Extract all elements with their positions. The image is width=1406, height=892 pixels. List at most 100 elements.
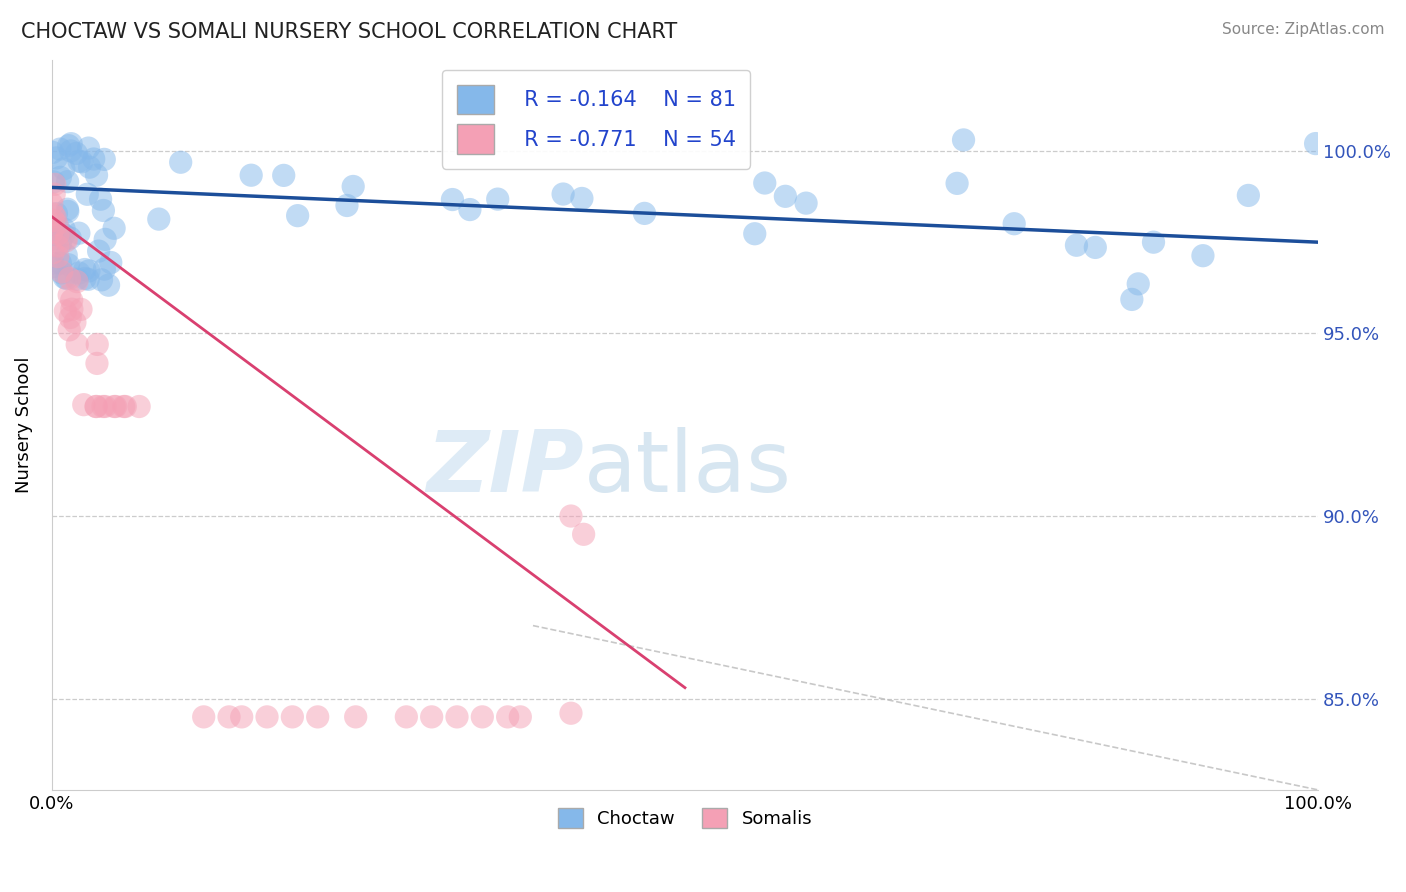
Point <box>51 265 73 279</box>
Point <box>486 192 509 206</box>
Point <box>1066 238 1088 252</box>
Point <box>83 152 105 166</box>
Point <box>46 239 69 253</box>
Point <box>344 710 367 724</box>
Point <box>1142 235 1164 250</box>
Point <box>446 710 468 724</box>
Point <box>65 146 87 161</box>
Point <box>44 210 66 224</box>
Point <box>1002 217 1025 231</box>
Point <box>509 710 531 724</box>
Point <box>45 151 67 165</box>
Point <box>56 175 79 189</box>
Point <box>41 256 63 270</box>
Point <box>1192 249 1215 263</box>
Text: atlas: atlas <box>583 427 792 510</box>
Point <box>46 250 69 264</box>
Point <box>1128 277 1150 291</box>
Point <box>287 209 309 223</box>
Point <box>53 222 76 236</box>
Point <box>66 337 89 351</box>
Point <box>66 272 89 286</box>
Point <box>59 231 82 245</box>
Point <box>67 226 90 240</box>
Point <box>42 207 65 221</box>
Point <box>633 206 655 220</box>
Point <box>70 302 93 317</box>
Point <box>336 198 359 212</box>
Text: CHOCTAW VS SOMALI NURSERY SCHOOL CORRELATION CHART: CHOCTAW VS SOMALI NURSERY SCHOOL CORRELA… <box>21 22 678 42</box>
Point <box>91 400 114 414</box>
Point <box>1305 136 1327 151</box>
Point <box>60 136 83 151</box>
Point <box>90 192 112 206</box>
Point <box>307 710 329 724</box>
Point <box>571 191 593 205</box>
Point <box>56 204 79 219</box>
Point <box>86 356 108 370</box>
Point <box>67 266 90 280</box>
Point <box>420 710 443 724</box>
Point <box>53 270 76 285</box>
Point <box>193 710 215 724</box>
Point <box>49 170 72 185</box>
Point <box>41 197 63 211</box>
Point <box>42 260 65 274</box>
Point <box>51 266 73 280</box>
Point <box>58 138 80 153</box>
Point <box>471 710 494 724</box>
Point <box>84 400 107 414</box>
Point <box>42 227 65 242</box>
Legend: Choctaw, Somalis: Choctaw, Somalis <box>550 800 820 836</box>
Point <box>77 272 100 286</box>
Point <box>93 203 115 218</box>
Point <box>58 323 80 337</box>
Point <box>76 187 98 202</box>
Y-axis label: Nursery School: Nursery School <box>15 357 32 493</box>
Point <box>560 509 582 524</box>
Point <box>93 262 115 277</box>
Point <box>44 178 66 192</box>
Point <box>281 710 304 724</box>
Point <box>148 212 170 227</box>
Point <box>41 145 63 160</box>
Point <box>55 271 77 285</box>
Point <box>218 710 240 724</box>
Point <box>77 264 100 278</box>
Point <box>73 262 96 277</box>
Point <box>112 400 135 414</box>
Point <box>946 177 969 191</box>
Point <box>58 258 80 272</box>
Point <box>44 187 66 202</box>
Point <box>49 256 72 270</box>
Point <box>170 155 193 169</box>
Point <box>794 196 817 211</box>
Point <box>87 244 110 258</box>
Point <box>97 278 120 293</box>
Point <box>55 234 77 248</box>
Point <box>256 710 278 724</box>
Point <box>86 168 108 182</box>
Point <box>572 527 595 541</box>
Point <box>1237 188 1260 202</box>
Point <box>46 227 69 241</box>
Point <box>42 213 65 227</box>
Point <box>231 710 253 724</box>
Point <box>59 310 82 325</box>
Point <box>273 169 295 183</box>
Point <box>79 160 101 174</box>
Point <box>744 227 766 241</box>
Point <box>952 133 974 147</box>
Point <box>103 400 125 414</box>
Point <box>754 176 776 190</box>
Point <box>55 231 77 245</box>
Point <box>1084 240 1107 254</box>
Point <box>90 273 112 287</box>
Point <box>45 206 67 220</box>
Point <box>59 144 82 158</box>
Point <box>66 275 89 289</box>
Point <box>58 288 80 302</box>
Point <box>128 400 150 414</box>
Point <box>496 710 519 724</box>
Point <box>52 161 75 176</box>
